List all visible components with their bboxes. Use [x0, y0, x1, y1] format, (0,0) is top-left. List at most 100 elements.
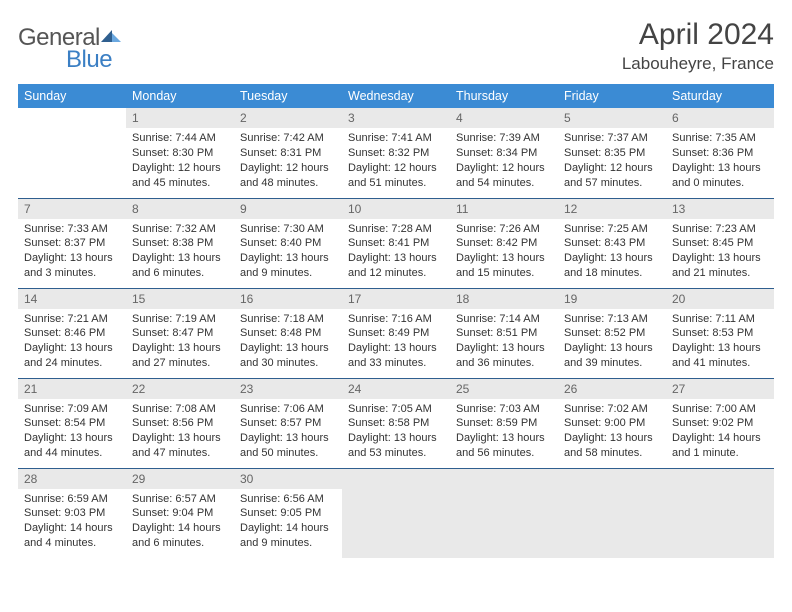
- weekday-header: Monday: [126, 84, 234, 108]
- cell-line: Daylight: 14 hours: [240, 521, 336, 536]
- cell-content: Sunrise: 6:57 AMSunset: 9:04 PMDaylight:…: [126, 489, 234, 557]
- cell-line: Sunset: 8:47 PM: [132, 326, 228, 341]
- cell-line: Sunset: 8:48 PM: [240, 326, 336, 341]
- cell-line: Daylight: 13 hours: [24, 251, 120, 266]
- cell-content: [342, 475, 450, 484]
- cell-line: Sunrise: 7:42 AM: [240, 131, 336, 146]
- calendar-cell: 21Sunrise: 7:09 AMSunset: 8:54 PMDayligh…: [18, 378, 126, 468]
- cell-line: and 57 minutes.: [564, 176, 660, 191]
- day-number: 28: [18, 469, 126, 489]
- day-number: 24: [342, 379, 450, 399]
- cell-line: Sunset: 8:57 PM: [240, 416, 336, 431]
- cell-line: Sunrise: 7:08 AM: [132, 402, 228, 417]
- cell-content: Sunrise: 7:06 AMSunset: 8:57 PMDaylight:…: [234, 399, 342, 467]
- logo: GeneralBlue: [18, 18, 121, 74]
- calendar-body: 1Sunrise: 7:44 AMSunset: 8:30 PMDaylight…: [18, 108, 774, 558]
- calendar-cell: 22Sunrise: 7:08 AMSunset: 8:56 PMDayligh…: [126, 378, 234, 468]
- cell-line: and 39 minutes.: [564, 356, 660, 371]
- day-number: 5: [558, 108, 666, 128]
- calendar-cell: 29Sunrise: 6:57 AMSunset: 9:04 PMDayligh…: [126, 468, 234, 558]
- day-number: 2: [234, 108, 342, 128]
- day-number: 6: [666, 108, 774, 128]
- cell-line: Daylight: 13 hours: [132, 431, 228, 446]
- cell-line: and 56 minutes.: [456, 446, 552, 461]
- cell-line: Sunset: 8:46 PM: [24, 326, 120, 341]
- cell-line: Daylight: 13 hours: [672, 251, 768, 266]
- cell-line: and 27 minutes.: [132, 356, 228, 371]
- day-number: 22: [126, 379, 234, 399]
- day-number: 9: [234, 199, 342, 219]
- calendar-cell: 13Sunrise: 7:23 AMSunset: 8:45 PMDayligh…: [666, 198, 774, 288]
- cell-line: Daylight: 14 hours: [132, 521, 228, 536]
- cell-line: Sunrise: 7:35 AM: [672, 131, 768, 146]
- cell-line: Sunset: 8:49 PM: [348, 326, 444, 341]
- cell-line: and 58 minutes.: [564, 446, 660, 461]
- cell-line: Sunset: 8:35 PM: [564, 146, 660, 161]
- calendar-row: 1Sunrise: 7:44 AMSunset: 8:30 PMDaylight…: [18, 108, 774, 198]
- cell-content: Sunrise: 7:03 AMSunset: 8:59 PMDaylight:…: [450, 399, 558, 467]
- cell-line: Sunset: 8:51 PM: [456, 326, 552, 341]
- cell-line: Sunset: 9:02 PM: [672, 416, 768, 431]
- cell-line: Sunset: 8:42 PM: [456, 236, 552, 251]
- cell-line: Sunrise: 7:19 AM: [132, 312, 228, 327]
- calendar-cell: 10Sunrise: 7:28 AMSunset: 8:41 PMDayligh…: [342, 198, 450, 288]
- cell-line: Sunrise: 7:16 AM: [348, 312, 444, 327]
- calendar-cell: [18, 108, 126, 198]
- cell-line: and 50 minutes.: [240, 446, 336, 461]
- cell-line: Sunset: 8:36 PM: [672, 146, 768, 161]
- cell-line: and 53 minutes.: [348, 446, 444, 461]
- cell-content: Sunrise: 7:00 AMSunset: 9:02 PMDaylight:…: [666, 399, 774, 467]
- cell-content: Sunrise: 7:42 AMSunset: 8:31 PMDaylight:…: [234, 128, 342, 196]
- cell-content: Sunrise: 7:21 AMSunset: 8:46 PMDaylight:…: [18, 309, 126, 377]
- cell-line: and 18 minutes.: [564, 266, 660, 281]
- day-number: 14: [18, 289, 126, 309]
- cell-line: and 47 minutes.: [132, 446, 228, 461]
- day-number: 30: [234, 469, 342, 489]
- cell-line: Sunset: 8:41 PM: [348, 236, 444, 251]
- day-number: 18: [450, 289, 558, 309]
- cell-line: Sunrise: 7:25 AM: [564, 222, 660, 237]
- calendar-cell: 9Sunrise: 7:30 AMSunset: 8:40 PMDaylight…: [234, 198, 342, 288]
- cell-line: Daylight: 13 hours: [348, 341, 444, 356]
- title-block: April 2024 Labouheyre, France: [622, 18, 774, 74]
- cell-line: Sunrise: 7:32 AM: [132, 222, 228, 237]
- day-number: 29: [126, 469, 234, 489]
- calendar-cell: 11Sunrise: 7:26 AMSunset: 8:42 PMDayligh…: [450, 198, 558, 288]
- cell-line: Sunset: 8:38 PM: [132, 236, 228, 251]
- cell-line: Daylight: 14 hours: [672, 431, 768, 446]
- calendar-cell: 26Sunrise: 7:02 AMSunset: 9:00 PMDayligh…: [558, 378, 666, 468]
- cell-line: Daylight: 14 hours: [24, 521, 120, 536]
- cell-line: Daylight: 13 hours: [132, 251, 228, 266]
- cell-line: Daylight: 13 hours: [240, 251, 336, 266]
- calendar-cell: 16Sunrise: 7:18 AMSunset: 8:48 PMDayligh…: [234, 288, 342, 378]
- cell-line: and 33 minutes.: [348, 356, 444, 371]
- cell-line: and 44 minutes.: [24, 446, 120, 461]
- day-number: 8: [126, 199, 234, 219]
- cell-line: and 24 minutes.: [24, 356, 120, 371]
- cell-line: Sunset: 8:43 PM: [564, 236, 660, 251]
- cell-content: [450, 475, 558, 484]
- calendar-cell: 18Sunrise: 7:14 AMSunset: 8:51 PMDayligh…: [450, 288, 558, 378]
- logo-triangle-icon: [101, 28, 121, 47]
- day-number: 10: [342, 199, 450, 219]
- cell-line: Sunrise: 6:56 AM: [240, 492, 336, 507]
- cell-line: Sunset: 8:30 PM: [132, 146, 228, 161]
- cell-content: Sunrise: 7:14 AMSunset: 8:51 PMDaylight:…: [450, 309, 558, 377]
- cell-line: and 6 minutes.: [132, 266, 228, 281]
- cell-line: Sunset: 8:45 PM: [672, 236, 768, 251]
- cell-line: Sunset: 8:31 PM: [240, 146, 336, 161]
- cell-line: Sunset: 9:04 PM: [132, 506, 228, 521]
- day-number: 1: [126, 108, 234, 128]
- cell-line: Sunrise: 7:28 AM: [348, 222, 444, 237]
- cell-line: Sunrise: 7:37 AM: [564, 131, 660, 146]
- cell-line: and 12 minutes.: [348, 266, 444, 281]
- cell-line: Daylight: 13 hours: [456, 431, 552, 446]
- cell-line: Daylight: 13 hours: [240, 431, 336, 446]
- cell-line: and 45 minutes.: [132, 176, 228, 191]
- cell-content: Sunrise: 7:37 AMSunset: 8:35 PMDaylight:…: [558, 128, 666, 196]
- weekday-header: Wednesday: [342, 84, 450, 108]
- cell-line: and 54 minutes.: [456, 176, 552, 191]
- calendar-row: 21Sunrise: 7:09 AMSunset: 8:54 PMDayligh…: [18, 378, 774, 468]
- cell-line: Sunset: 8:40 PM: [240, 236, 336, 251]
- calendar-cell: [450, 468, 558, 558]
